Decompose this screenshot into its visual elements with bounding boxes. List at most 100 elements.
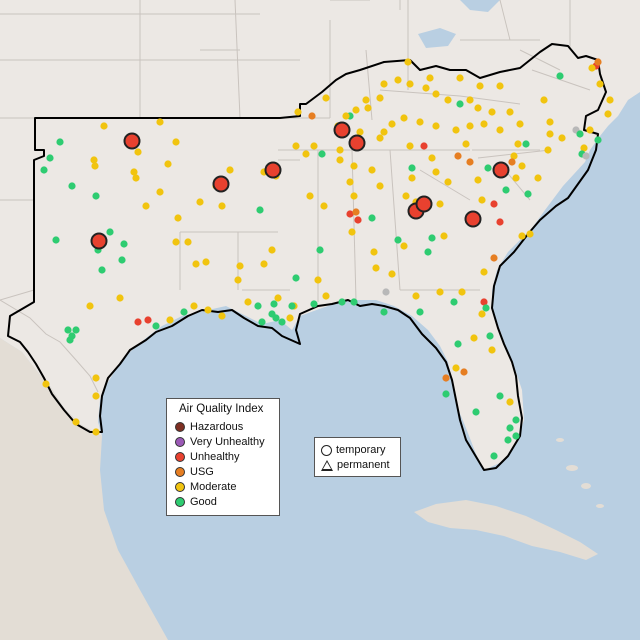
sensor-point[interactable]: [442, 374, 450, 382]
sensor-point[interactable]: [322, 94, 330, 102]
sensor-point[interactable]: [352, 208, 360, 216]
sensor-point[interactable]: [310, 300, 318, 308]
sensor-point[interactable]: [404, 58, 412, 66]
sensor-point[interactable]: [594, 136, 602, 144]
sensor-point[interactable]: [272, 314, 280, 322]
sensor-point[interactable]: [192, 260, 200, 268]
sensor-point[interactable]: [474, 104, 482, 112]
sensor-point[interactable]: [134, 148, 142, 156]
sensor-point[interactable]: [350, 192, 358, 200]
sensor-point[interactable]: [454, 340, 462, 348]
sensor-point[interactable]: [376, 182, 384, 190]
sensor-point[interactable]: [470, 334, 478, 342]
sensor-point[interactable]: [442, 390, 450, 398]
sensor-point[interactable]: [454, 152, 462, 160]
temporary-site-marker[interactable]: [492, 161, 510, 179]
sensor-point[interactable]: [594, 58, 602, 66]
sensor-point[interactable]: [426, 74, 434, 82]
sensor-point[interactable]: [152, 322, 160, 330]
sensor-point[interactable]: [72, 326, 80, 334]
sensor-point[interactable]: [582, 152, 590, 160]
sensor-point[interactable]: [428, 154, 436, 162]
sensor-point[interactable]: [444, 96, 452, 104]
sensor-point[interactable]: [268, 246, 276, 254]
sensor-point[interactable]: [510, 152, 518, 160]
sensor-point[interactable]: [472, 408, 480, 416]
sensor-point[interactable]: [476, 82, 484, 90]
sensor-point[interactable]: [118, 256, 126, 264]
sensor-point[interactable]: [466, 158, 474, 166]
sensor-point[interactable]: [164, 160, 172, 168]
sensor-point[interactable]: [292, 274, 300, 282]
sensor-point[interactable]: [322, 292, 330, 300]
sensor-point[interactable]: [336, 156, 344, 164]
sensor-point[interactable]: [356, 128, 364, 136]
sensor-point[interactable]: [310, 142, 318, 150]
sensor-point[interactable]: [338, 298, 346, 306]
sensor-point[interactable]: [292, 142, 300, 150]
sensor-point[interactable]: [368, 166, 376, 174]
sensor-point[interactable]: [382, 288, 390, 296]
sensor-point[interactable]: [412, 292, 420, 300]
sensor-point[interactable]: [462, 140, 470, 148]
sensor-point[interactable]: [480, 120, 488, 128]
sensor-point[interactable]: [130, 168, 138, 176]
sensor-point[interactable]: [66, 336, 74, 344]
sensor-point[interactable]: [236, 262, 244, 270]
sensor-point[interactable]: [496, 392, 504, 400]
sensor-point[interactable]: [218, 312, 226, 320]
sensor-point[interactable]: [514, 140, 522, 148]
sensor-point[interactable]: [480, 268, 488, 276]
sensor-point[interactable]: [466, 96, 474, 104]
sensor-point[interactable]: [490, 200, 498, 208]
sensor-point[interactable]: [516, 120, 524, 128]
sensor-point[interactable]: [488, 346, 496, 354]
sensor-point[interactable]: [372, 264, 380, 272]
sensor-point[interactable]: [190, 302, 198, 310]
sensor-point[interactable]: [92, 428, 100, 436]
sensor-point[interactable]: [52, 236, 60, 244]
temporary-site-marker[interactable]: [123, 132, 141, 150]
sensor-point[interactable]: [400, 114, 408, 122]
sensor-point[interactable]: [576, 130, 584, 138]
sensor-point[interactable]: [460, 368, 468, 376]
sensor-point[interactable]: [380, 80, 388, 88]
sensor-point[interactable]: [444, 178, 452, 186]
sensor-point[interactable]: [490, 452, 498, 460]
sensor-point[interactable]: [92, 374, 100, 382]
temporary-site-marker[interactable]: [264, 161, 282, 179]
sensor-point[interactable]: [244, 298, 252, 306]
sensor-point[interactable]: [408, 164, 416, 172]
sensor-point[interactable]: [506, 424, 514, 432]
sensor-point[interactable]: [354, 216, 362, 224]
sensor-point[interactable]: [278, 318, 286, 326]
sensor-point[interactable]: [368, 214, 376, 222]
sensor-point[interactable]: [100, 122, 108, 130]
sensor-point[interactable]: [184, 238, 192, 246]
sensor-point[interactable]: [546, 130, 554, 138]
sensor-point[interactable]: [86, 302, 94, 310]
sensor-point[interactable]: [534, 174, 542, 182]
sensor-point[interactable]: [254, 302, 262, 310]
sensor-point[interactable]: [260, 260, 268, 268]
sensor-point[interactable]: [202, 258, 210, 266]
sensor-point[interactable]: [604, 110, 612, 118]
sensor-point[interactable]: [596, 80, 604, 88]
sensor-point[interactable]: [424, 248, 432, 256]
sensor-point[interactable]: [380, 308, 388, 316]
sensor-point[interactable]: [91, 162, 99, 170]
sensor-point[interactable]: [348, 228, 356, 236]
sensor-point[interactable]: [432, 122, 440, 130]
sensor-point[interactable]: [320, 202, 328, 210]
sensor-point[interactable]: [436, 288, 444, 296]
sensor-point[interactable]: [580, 144, 588, 152]
sensor-point[interactable]: [456, 100, 464, 108]
sensor-point[interactable]: [308, 112, 316, 120]
sensor-point[interactable]: [546, 118, 554, 126]
sensor-point[interactable]: [316, 246, 324, 254]
sensor-point[interactable]: [174, 214, 182, 222]
sensor-point[interactable]: [234, 276, 242, 284]
sensor-point[interactable]: [458, 288, 466, 296]
sensor-point[interactable]: [302, 150, 310, 158]
sensor-point[interactable]: [346, 178, 354, 186]
